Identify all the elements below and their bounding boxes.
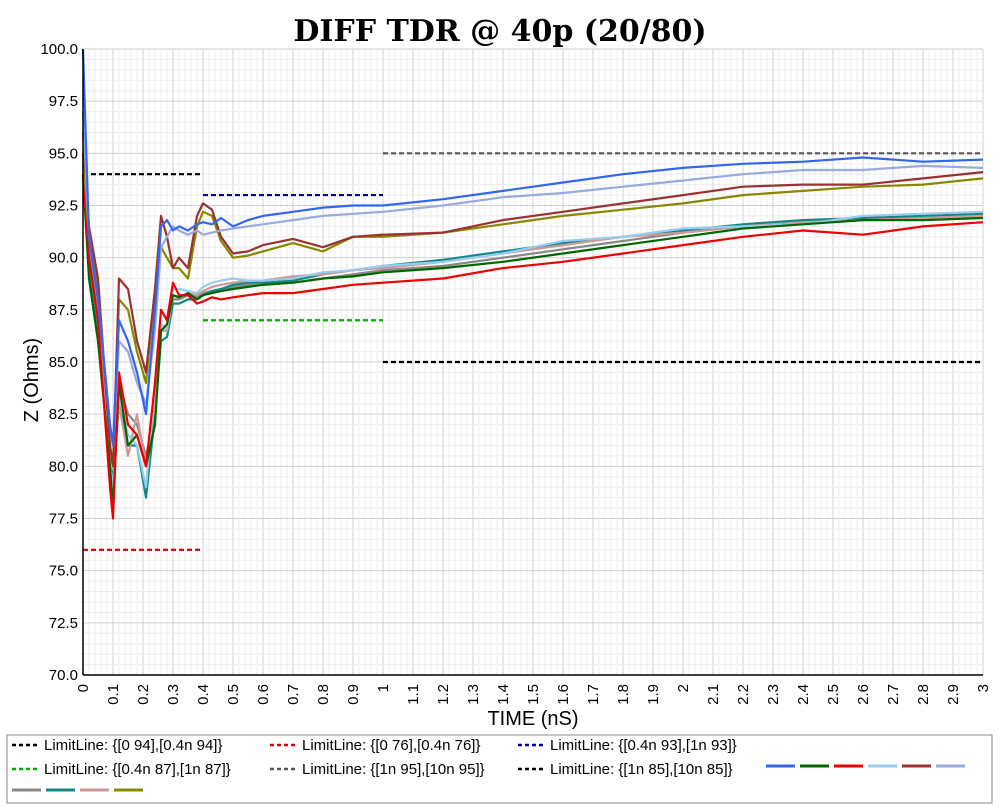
data-series	[81, 48, 984, 520]
x-tick-label: 2.1	[705, 684, 722, 705]
x-tick-label: 2	[675, 684, 692, 692]
y-tick-label: 87.5	[49, 302, 78, 319]
x-axis-title: TIME (nS)	[487, 708, 578, 730]
y-tick-label: 85.0	[49, 354, 78, 371]
legend-label: LimitLine: {[1n 95],[10n 95]}	[302, 761, 485, 778]
series-line	[81, 48, 984, 447]
y-tick-label: 77.5	[49, 511, 78, 528]
y-tick-label: 92.5	[49, 198, 78, 215]
y-tick-label: 70.0	[49, 667, 78, 684]
x-tick-label: 2.9	[945, 684, 962, 705]
x-tick-label: 0.1	[105, 684, 122, 705]
x-tick-label: 1.3	[465, 684, 482, 705]
y-tick-labels: 70.0 72.5 75.0 77.5 80.0 82.5 85.0 87.5 90.0 92.5…	[40, 41, 78, 684]
series-line	[81, 153, 984, 468]
x-tick-label: 1.7	[585, 684, 602, 705]
x-tick-label: 2.8	[915, 684, 932, 705]
x-tick-label: 0.4	[195, 684, 212, 705]
x-tick-label: 0.2	[135, 684, 152, 705]
y-tick-label: 100.0	[40, 41, 78, 58]
x-tick-label: 0.5	[225, 684, 242, 705]
x-tick-label: 2.7	[885, 684, 902, 705]
legend-label: LimitLine: {[0 76],[0.4n 76]}	[302, 737, 480, 754]
x-tick-label: 2.3	[765, 684, 782, 705]
series-line	[81, 174, 984, 510]
x-tick-label: 1.1	[405, 684, 422, 705]
x-tick-label: 0.9	[345, 684, 362, 705]
x-tick-label: 2.6	[855, 684, 872, 705]
x-tick-label: 0.6	[255, 684, 272, 705]
x-tick-label: 0.3	[165, 684, 182, 705]
legend-box	[6, 734, 993, 804]
series-line	[81, 132, 984, 468]
legend-label: LimitLine: {[1n 85],[10n 85]}	[550, 761, 733, 778]
limit-lines	[83, 152, 983, 551]
y-tick-label: 72.5	[49, 615, 78, 632]
y-axis-title: Z (Ohms)	[21, 338, 43, 422]
legend-label: LimitLine: {[0 94],[0.4n 94]}	[44, 737, 222, 754]
axes	[82, 49, 983, 676]
x-tick-label: 1.9	[645, 684, 662, 705]
series-line	[81, 111, 984, 447]
x-tick-label: 0	[75, 684, 92, 692]
y-tick-label: 80.0	[49, 458, 78, 475]
x-tick-label: 1	[375, 684, 392, 692]
x-tick-label: 1.2	[435, 684, 452, 705]
x-tick-label: 0.7	[285, 684, 302, 705]
y-tick-label: 82.5	[49, 406, 78, 423]
series-line	[81, 174, 984, 520]
x-tick-label: 1.6	[555, 684, 572, 705]
legend-label: LimitLine: {[0.4n 87],[1n 87]}	[44, 761, 231, 778]
x-tick-label: 2.2	[735, 684, 752, 705]
x-tick-label: 1.8	[615, 684, 632, 705]
y-tick-label: 97.5	[49, 93, 78, 110]
x-tick-label: 2.4	[795, 684, 812, 705]
chart-title: DIFF TDR @ 40p (20/80)	[293, 14, 706, 49]
x-tick-labels: 0 0.1 0.2 0.3 0.4 0.5 0.6 0.7 0.8 0.9 1 1.1 1.2 1.3 1.…	[75, 684, 992, 705]
x-tick-label: 2.5	[825, 684, 842, 705]
y-tick-label: 75.0	[49, 563, 78, 580]
x-tick-label: 1.4	[495, 684, 512, 705]
x-tick-label: 1.5	[525, 684, 542, 705]
legend-label: LimitLine: {[0.4n 93],[1n 93]}	[550, 737, 737, 754]
x-tick-label: 3	[975, 684, 992, 692]
y-tick-label: 95.0	[49, 145, 78, 162]
legend: LimitLine: {[0 94],[0.4n 94]} LimitLine: …	[6, 734, 993, 804]
y-tick-label: 90.0	[49, 250, 78, 267]
x-tick-label: 0.8	[315, 684, 332, 705]
